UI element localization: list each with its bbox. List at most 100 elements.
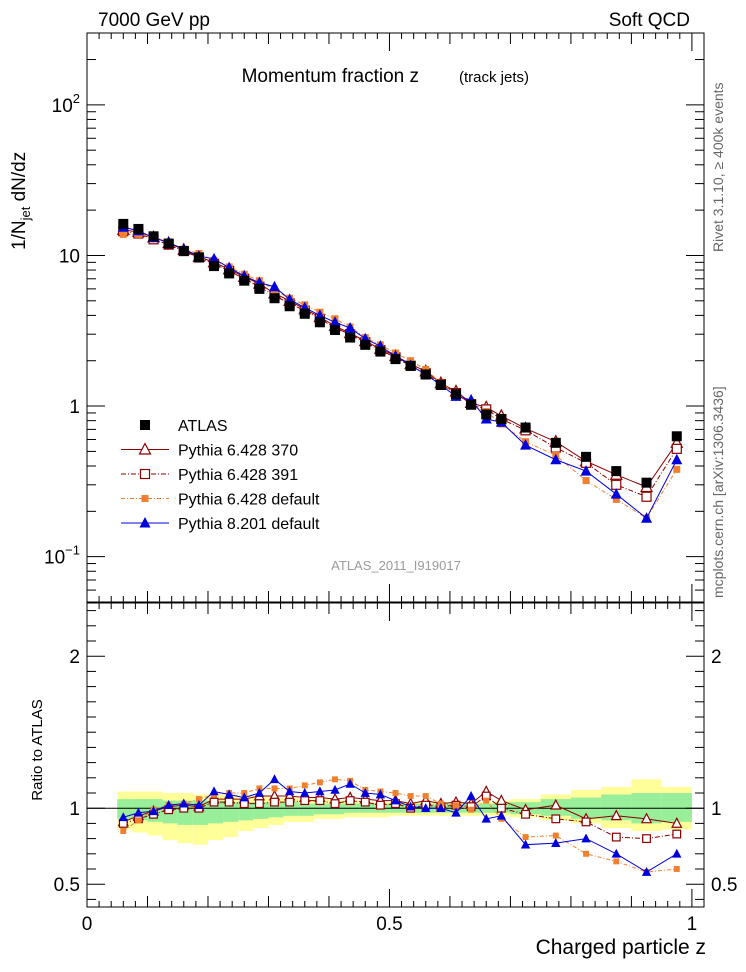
data-point	[671, 431, 682, 442]
data-point	[148, 231, 159, 242]
ratio-point	[254, 787, 265, 797]
x-tick-label: 0	[82, 914, 93, 935]
data-point	[314, 317, 325, 328]
legend-label: ATLAS	[178, 418, 228, 435]
data-point	[550, 437, 561, 448]
ratio-point	[641, 866, 652, 876]
ratio-y-tick-label: 2	[69, 647, 80, 668]
tick-exponent: −1	[65, 543, 80, 558]
data-point	[344, 321, 356, 333]
data-point	[375, 346, 386, 357]
ratio-point	[118, 812, 128, 822]
ratio-point	[284, 786, 295, 796]
data-point	[239, 275, 250, 286]
legend: ATLAS Pythia 6.428 370 Pythia 6.428 391 Pyt…	[121, 418, 320, 533]
data-point	[390, 354, 401, 365]
data-point	[178, 246, 189, 257]
band-green-segment	[117, 799, 133, 819]
legend-marker	[141, 495, 149, 502]
ratio-point	[315, 786, 325, 796]
legend-marker	[139, 468, 151, 480]
ratio-series	[117, 774, 683, 876]
data-point	[582, 477, 590, 485]
ratio-point	[552, 832, 559, 839]
ratio-point	[345, 778, 355, 788]
data-point	[314, 309, 326, 320]
ratio-uncertainty-bands	[117, 779, 692, 845]
data-point	[329, 316, 341, 327]
ratio-point	[375, 789, 386, 799]
main-y-tick-label: 102	[52, 91, 80, 117]
ratio-point	[522, 834, 529, 841]
data-point	[641, 491, 652, 502]
ratio-point	[345, 796, 355, 806]
tick-base: 1	[69, 397, 80, 418]
chart-title-suffix: (track jets)	[459, 69, 529, 86]
legend-label: Pythia 6.428 391	[178, 467, 298, 484]
ratio-y-axis-label: Ratio to ATLAS	[29, 699, 46, 800]
data-point	[612, 495, 620, 503]
ratio-point	[209, 797, 219, 807]
data-point	[611, 466, 622, 477]
tick-base: 10	[52, 96, 73, 117]
ratio-point	[610, 809, 622, 821]
header-left: 7000 GeV pp	[98, 10, 210, 31]
legend-marker	[140, 420, 150, 430]
data-point	[209, 261, 220, 272]
ratio-point	[224, 797, 234, 807]
data-point	[405, 360, 416, 371]
data-point	[466, 399, 477, 410]
ratio-line	[123, 778, 678, 873]
data-point	[269, 293, 280, 304]
main-y-tick-label: 10−1	[44, 543, 80, 569]
ratio-point	[451, 807, 461, 817]
analysis-watermark: ATLAS_2011_I919017	[331, 558, 461, 573]
data-point	[254, 283, 265, 294]
ratio-point	[330, 784, 340, 794]
data-point	[420, 369, 431, 380]
ratio-point	[422, 793, 429, 800]
ratio-point	[481, 813, 491, 823]
ratio-point	[254, 799, 264, 809]
legend-entry-pythia-8-201-default: Pythia 8.201 default	[121, 516, 320, 533]
x-tick-label: 1	[687, 914, 698, 935]
ratio-point	[613, 858, 620, 865]
ratio-point	[300, 787, 310, 797]
data-point	[520, 422, 531, 433]
data-point	[496, 414, 507, 425]
data-point	[163, 238, 174, 249]
series-atlas	[118, 218, 682, 488]
ratio-point	[468, 806, 475, 813]
data-point	[580, 465, 592, 476]
data-point	[360, 339, 371, 350]
data-point	[481, 409, 492, 420]
legend-entry-pythia-6-428-default: Pythia 6.428 default	[121, 492, 320, 509]
ratio-panel-frame	[86, 602, 705, 908]
data-point	[330, 324, 341, 335]
legend-label: Pythia 8.201 default	[178, 516, 320, 533]
ratio-y-tick-label-right: 1	[711, 799, 722, 820]
ratio-point	[611, 848, 621, 858]
ratio-point	[520, 839, 531, 849]
data-point	[224, 268, 235, 279]
ratio-point	[315, 796, 325, 806]
ratio-point	[672, 829, 682, 839]
legend-label: Pythia 6.428 default	[178, 492, 320, 509]
tick-exponent: 2	[73, 91, 80, 106]
ratio-point	[421, 803, 431, 813]
data-point	[641, 477, 652, 488]
ratio-point	[179, 798, 189, 808]
ratio-point	[496, 810, 507, 820]
ratio-point	[551, 814, 561, 824]
ratio-pythia-8-201-default	[118, 774, 682, 876]
x-tick-label: 0.5	[376, 914, 402, 935]
ratio-point	[195, 796, 202, 803]
main-y-tick-label: 10	[59, 246, 80, 267]
data-point	[641, 512, 653, 523]
data-point	[671, 453, 683, 465]
data-point	[671, 443, 682, 454]
ratio-y-tick-label-right: 2	[711, 647, 722, 668]
data-point	[208, 252, 220, 264]
